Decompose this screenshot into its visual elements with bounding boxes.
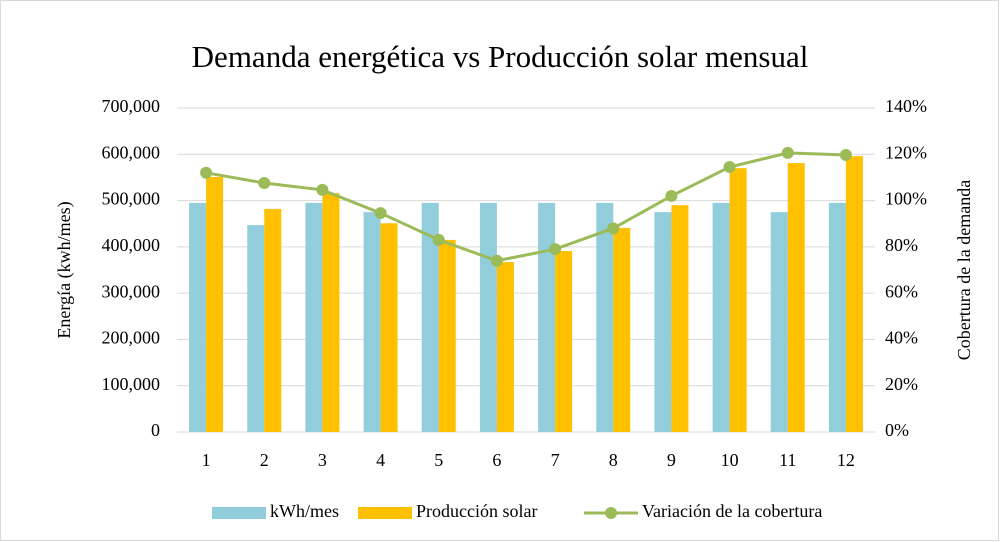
line-marker [432,233,445,246]
bar [845,156,863,432]
line [205,151,846,263]
y2-tick-label: 80% [885,235,918,255]
y2-tick-label: 0% [885,420,909,440]
bar [828,202,846,432]
bar [247,225,265,432]
y2-tick-label: 100% [885,189,927,209]
bar [305,202,323,432]
x-tick-label: 2 [260,450,269,470]
y-tick-label: 400,000 [102,235,161,255]
legend-label: kWh/mes [270,501,339,521]
y-tick-label: 500,000 [102,189,161,209]
x-tick-label: 11 [779,450,796,470]
bar [264,208,282,432]
x-tick-label: 4 [376,450,385,470]
y-tick-label: 700,000 [102,96,161,116]
bar [538,202,556,432]
line-marker [490,254,503,267]
line-marker [258,176,271,189]
bar [322,193,340,432]
x-tick-label: 6 [492,450,501,470]
bar [206,176,224,432]
bar [189,202,207,432]
line-marker [200,166,213,179]
y-tick-label: 200,000 [102,328,161,348]
bar [729,168,747,432]
y-tick-label: 600,000 [102,142,161,162]
y2-tick-label: 120% [885,142,927,162]
y2-tick-label: 40% [885,328,918,348]
bar [438,239,456,432]
bar [555,251,573,432]
bar [479,202,497,432]
x-tick-label: 8 [609,450,618,470]
y-axis-title: Energía (kwh/mes) [54,201,75,338]
y2-axis-title: Cobertura de la demanda [954,180,974,360]
line-marker [374,207,387,220]
legend-swatch [605,507,617,519]
x-tick-label: 12 [837,450,855,470]
bar [363,212,381,432]
y2-tick-label: 140% [885,96,927,116]
bar [421,202,439,432]
chart-title: Demanda energética vs Producción solar m… [192,39,809,74]
bar [654,212,672,432]
y2-tick-label: 60% [885,281,918,301]
x-tick-label: 7 [551,450,560,470]
legend-label: Variación de la cobertura [642,501,822,521]
line-marker [839,148,852,161]
bar [671,205,689,432]
line-marker [781,146,794,159]
y-tick-label: 0 [151,420,160,440]
bar [613,227,631,432]
line-marker [607,222,620,235]
y2-tick-label: 20% [885,374,918,394]
bar [496,262,514,432]
x-tick-label: 5 [434,450,443,470]
line-marker [549,243,562,256]
legend-label: Producción solar [416,501,537,521]
bar [380,223,398,432]
x-tick-label: 3 [318,450,327,470]
bar [787,163,805,432]
bar [596,202,614,432]
x-tick-label: 9 [667,450,676,470]
line-marker [316,183,329,196]
line-marker [665,189,678,202]
line-marker [723,161,736,174]
bar [712,202,730,432]
x-tick-label: 10 [721,450,739,470]
legend-swatch [212,507,266,519]
x-tick-label: 1 [202,450,211,470]
y-tick-label: 300,000 [102,281,161,301]
bar [770,212,788,432]
legend-swatch [358,507,412,519]
y-tick-label: 100,000 [102,374,161,394]
